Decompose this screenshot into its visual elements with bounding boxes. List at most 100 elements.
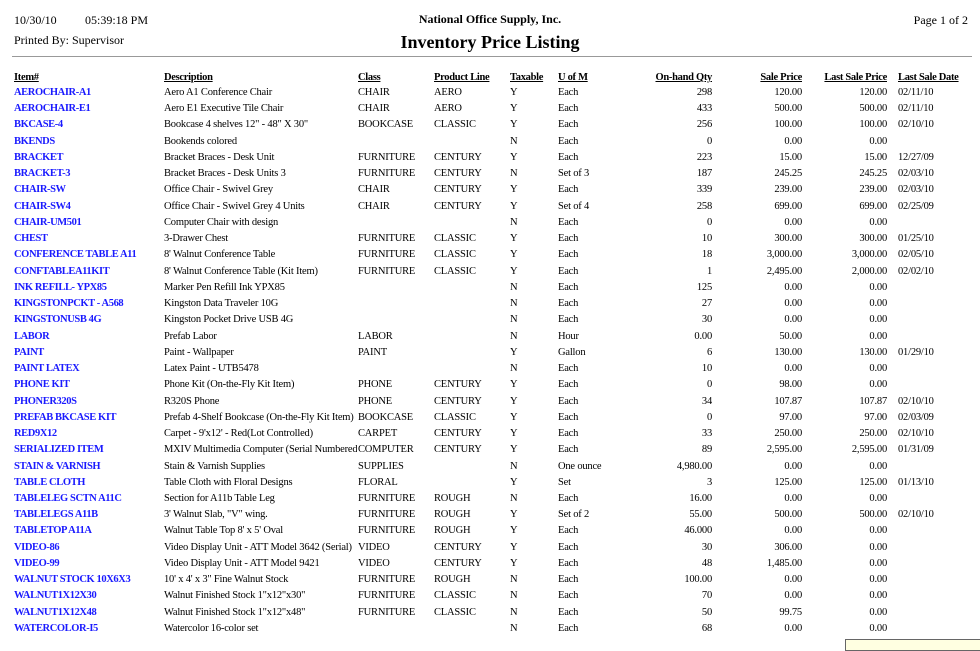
- last-sale-price: 0.00: [869, 216, 887, 228]
- description: Table Cloth with Floral Designs: [164, 476, 293, 488]
- column-header-taxable: Taxable: [510, 72, 544, 83]
- sale-price: 125.00: [774, 476, 802, 488]
- item-number-link[interactable]: TABLELEGS A11B: [14, 509, 98, 521]
- unit-of-measure: Each: [558, 265, 579, 277]
- table-row: PAINT LATEX Latex Paint - UTB5478 N Each 10 0…: [0, 363, 980, 379]
- item-number-link[interactable]: BRACKET: [14, 151, 64, 163]
- last-sale-price: 0.00: [869, 541, 887, 553]
- item-number-link[interactable]: CHEST: [14, 233, 48, 245]
- item-number-link[interactable]: CHAIR-SW4: [14, 200, 71, 212]
- tooltip-edge: [845, 639, 980, 651]
- item-number-link[interactable]: CHAIR-SW: [14, 184, 66, 196]
- on-hand-qty: 0.00: [694, 330, 712, 342]
- item-number-link[interactable]: CONFTABLEA11KIT: [14, 265, 110, 277]
- item-number-link[interactable]: RED9X12: [14, 428, 57, 440]
- item-number-link[interactable]: KINGSTONUSB 4G: [14, 314, 102, 326]
- description: Bracket Braces - Desk Unit: [164, 151, 275, 163]
- taxable: Y: [510, 184, 518, 196]
- product-line: ROUGH: [434, 525, 471, 537]
- class: PHONE: [358, 379, 393, 391]
- column-header-last-sale-date: Last Sale Date: [898, 72, 959, 83]
- on-hand-qty: 30: [701, 541, 712, 553]
- unit-of-measure: Each: [558, 493, 579, 504]
- on-hand-qty: 34: [701, 395, 712, 407]
- item-number-link[interactable]: LABOR: [14, 330, 50, 342]
- unit-of-measure: Each: [558, 541, 579, 553]
- description: Prefab Labor: [164, 330, 217, 342]
- sale-price: 0.00: [784, 135, 802, 147]
- table-row: AEROCHAIR-A1 Aero A1 Conference Chair CHAI…: [0, 87, 980, 103]
- unit-of-measure: Each: [558, 87, 579, 98]
- table-row: LABOR Prefab Labor LABOR N Hour 0.00 50.00 0.00: [0, 331, 980, 347]
- item-number-link[interactable]: STAIN & VARNISH: [14, 460, 101, 472]
- class: FURNITURE: [358, 525, 416, 537]
- item-number-link[interactable]: AEROCHAIR-E1: [14, 103, 91, 115]
- table-row: CONFERENCE TABLE A11 8' Walnut Conference…: [0, 249, 980, 265]
- on-hand-qty: 0: [706, 379, 712, 391]
- unit-of-measure: Each: [558, 411, 579, 423]
- item-number-link[interactable]: PHONE KIT: [14, 379, 70, 391]
- last-sale-date: 12/27/09: [898, 151, 934, 163]
- item-number-link[interactable]: PAINT LATEX: [14, 363, 80, 375]
- table-row: TABLELEGS A11B 3' Walnut Slab, "V" wing. F…: [0, 509, 980, 525]
- item-number-link[interactable]: WALNUT1X12X48: [14, 606, 97, 618]
- last-sale-price: 245.25: [859, 168, 887, 180]
- table-row: CONFTABLEA11KIT 8' Walnut Conference Tabl…: [0, 266, 980, 282]
- class: FURNITURE: [358, 151, 416, 163]
- item-number-link[interactable]: VIDEO-86: [14, 541, 60, 553]
- sale-price: 699.00: [774, 200, 802, 212]
- item-number-link[interactable]: WATERCOLOR-I5: [14, 622, 98, 634]
- column-header-class: Class: [358, 72, 381, 83]
- table-row: INK REFILL- YPX85 Marker Pen Refill Ink Y…: [0, 282, 980, 298]
- last-sale-price: 0.00: [869, 606, 887, 618]
- item-number-link[interactable]: SERIALIZED ITEM: [14, 444, 104, 456]
- sale-price: 2,495.00: [766, 265, 802, 277]
- on-hand-qty: 89: [701, 444, 712, 456]
- last-sale-date: 02/10/10: [898, 119, 934, 131]
- item-number-link[interactable]: TABLELEG SCTN A11C: [14, 493, 122, 504]
- table-row: TABLELEG SCTN A11C Section for A11b Table…: [0, 493, 980, 509]
- table-row: TABLE CLOTH Table Cloth with Floral Desig…: [0, 477, 980, 493]
- item-number-link[interactable]: TABLE CLOTH: [14, 476, 85, 488]
- item-number-link[interactable]: VIDEO-99: [14, 557, 60, 569]
- item-number-link[interactable]: AEROCHAIR-A1: [14, 87, 91, 98]
- item-number-link[interactable]: PAINT: [14, 346, 44, 358]
- item-number-link[interactable]: WALNUT STOCK 10X6X3: [14, 574, 131, 586]
- product-line: CLASSIC: [434, 249, 476, 261]
- column-header-unit-of-measure: U of M: [558, 72, 588, 83]
- class: FURNITURE: [358, 606, 416, 618]
- item-number-link[interactable]: BKENDS: [14, 135, 55, 147]
- product-line: CLASSIC: [434, 265, 476, 277]
- last-sale-date: 01/29/10: [898, 346, 934, 358]
- unit-of-measure: Each: [558, 363, 579, 375]
- item-number-link[interactable]: INK REFILL- YPX85: [14, 281, 107, 293]
- item-number-link[interactable]: WALNUT1X12X30: [14, 590, 97, 602]
- item-number-link[interactable]: BRACKET-3: [14, 168, 71, 180]
- table-row: RED9X12 Carpet - 9'x12' - Red(Lot Control…: [0, 428, 980, 444]
- class: COMPUTER: [358, 444, 414, 456]
- product-line: CENTURY: [434, 151, 482, 163]
- table-row: CHEST 3-Drawer Chest FURNITURE CLASSIC Y Each…: [0, 233, 980, 249]
- table-row: PAINT Paint - Wallpaper PAINT Y Gallon 6 130.0…: [0, 347, 980, 363]
- item-number-link[interactable]: PREFAB BKCASE KIT: [14, 411, 117, 423]
- on-hand-qty: 18: [701, 249, 712, 261]
- taxable: N: [510, 216, 518, 228]
- unit-of-measure: Each: [558, 395, 579, 407]
- product-line: CLASSIC: [434, 233, 476, 245]
- last-sale-date: 02/03/10: [898, 168, 934, 180]
- last-sale-date: 02/10/10: [898, 509, 934, 521]
- description: 3' Walnut Slab, "V" wing.: [164, 509, 268, 521]
- table-row: VIDEO-99 Video Display Unit - ATT Model 9…: [0, 558, 980, 574]
- item-number-link[interactable]: KINGSTONPCKT - A568: [14, 298, 124, 310]
- product-line: CENTURY: [434, 428, 482, 440]
- page-number: Page 1 of 2: [913, 13, 968, 27]
- item-number-link[interactable]: BKCASE-4: [14, 119, 63, 131]
- description: 8' Walnut Conference Table: [164, 249, 276, 261]
- item-number-link[interactable]: TABLETOP A11A: [14, 525, 92, 537]
- product-line: CENTURY: [434, 168, 482, 180]
- item-number-link[interactable]: CONFERENCE TABLE A11: [14, 249, 137, 261]
- class: FLORAL: [358, 476, 398, 488]
- item-number-link[interactable]: CHAIR-UM501: [14, 216, 82, 228]
- item-number-link[interactable]: PHONER320S: [14, 395, 77, 407]
- sale-price: 99.75: [779, 606, 802, 618]
